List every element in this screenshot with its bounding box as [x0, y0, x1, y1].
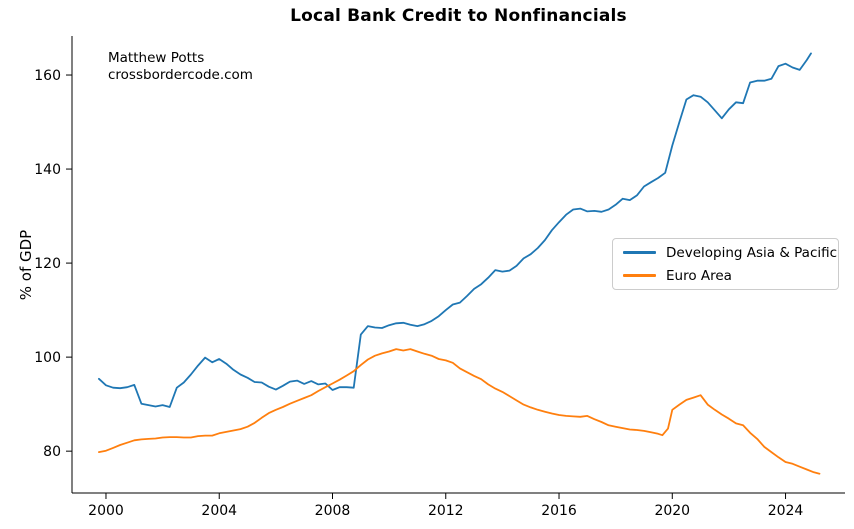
x-tick-label-2024: 2024 — [768, 503, 804, 519]
annotation-website: crossbordercode.com — [108, 67, 253, 83]
x-tick-label-2008: 2008 — [315, 503, 351, 519]
legend-item-developing-asia-pacific: Developing Asia & Pacific — [623, 242, 838, 264]
series-line-euro-area — [98, 348, 821, 475]
y-tick-label-80: 80 — [43, 444, 61, 460]
legend-label: Developing Asia & Pacific — [666, 244, 838, 261]
y-axis-label: % of GDP — [17, 229, 35, 301]
legend-item-euro-area: Euro Area — [623, 265, 838, 287]
y-tick-label-140: 140 — [34, 162, 61, 178]
legend-label: Euro Area — [666, 267, 732, 284]
legend: Developing Asia & Pacific Euro Area — [612, 238, 839, 290]
y-tick-label-120: 120 — [34, 256, 61, 272]
x-tick-label-2020: 2020 — [654, 503, 690, 519]
y-tick-label-160: 160 — [34, 68, 61, 84]
series-line-developing-asia-pacific — [98, 52, 812, 408]
x-tick-label-2004: 2004 — [201, 503, 237, 519]
legend-line-swatch-blue — [623, 251, 656, 254]
annotation-author: Matthew Potts — [108, 50, 205, 66]
source-annotation: Matthew Potts crossbordercode.com — [108, 50, 253, 84]
x-tick-label-2016: 2016 — [541, 503, 577, 519]
x-tick-label-2012: 2012 — [428, 503, 464, 519]
legend-line-swatch-orange — [623, 274, 656, 277]
chart-title: Local Bank Credit to Nonfinancials — [290, 6, 627, 26]
x-tick-label-2000: 2000 — [88, 503, 124, 519]
y-tick-label-100: 100 — [34, 350, 61, 366]
